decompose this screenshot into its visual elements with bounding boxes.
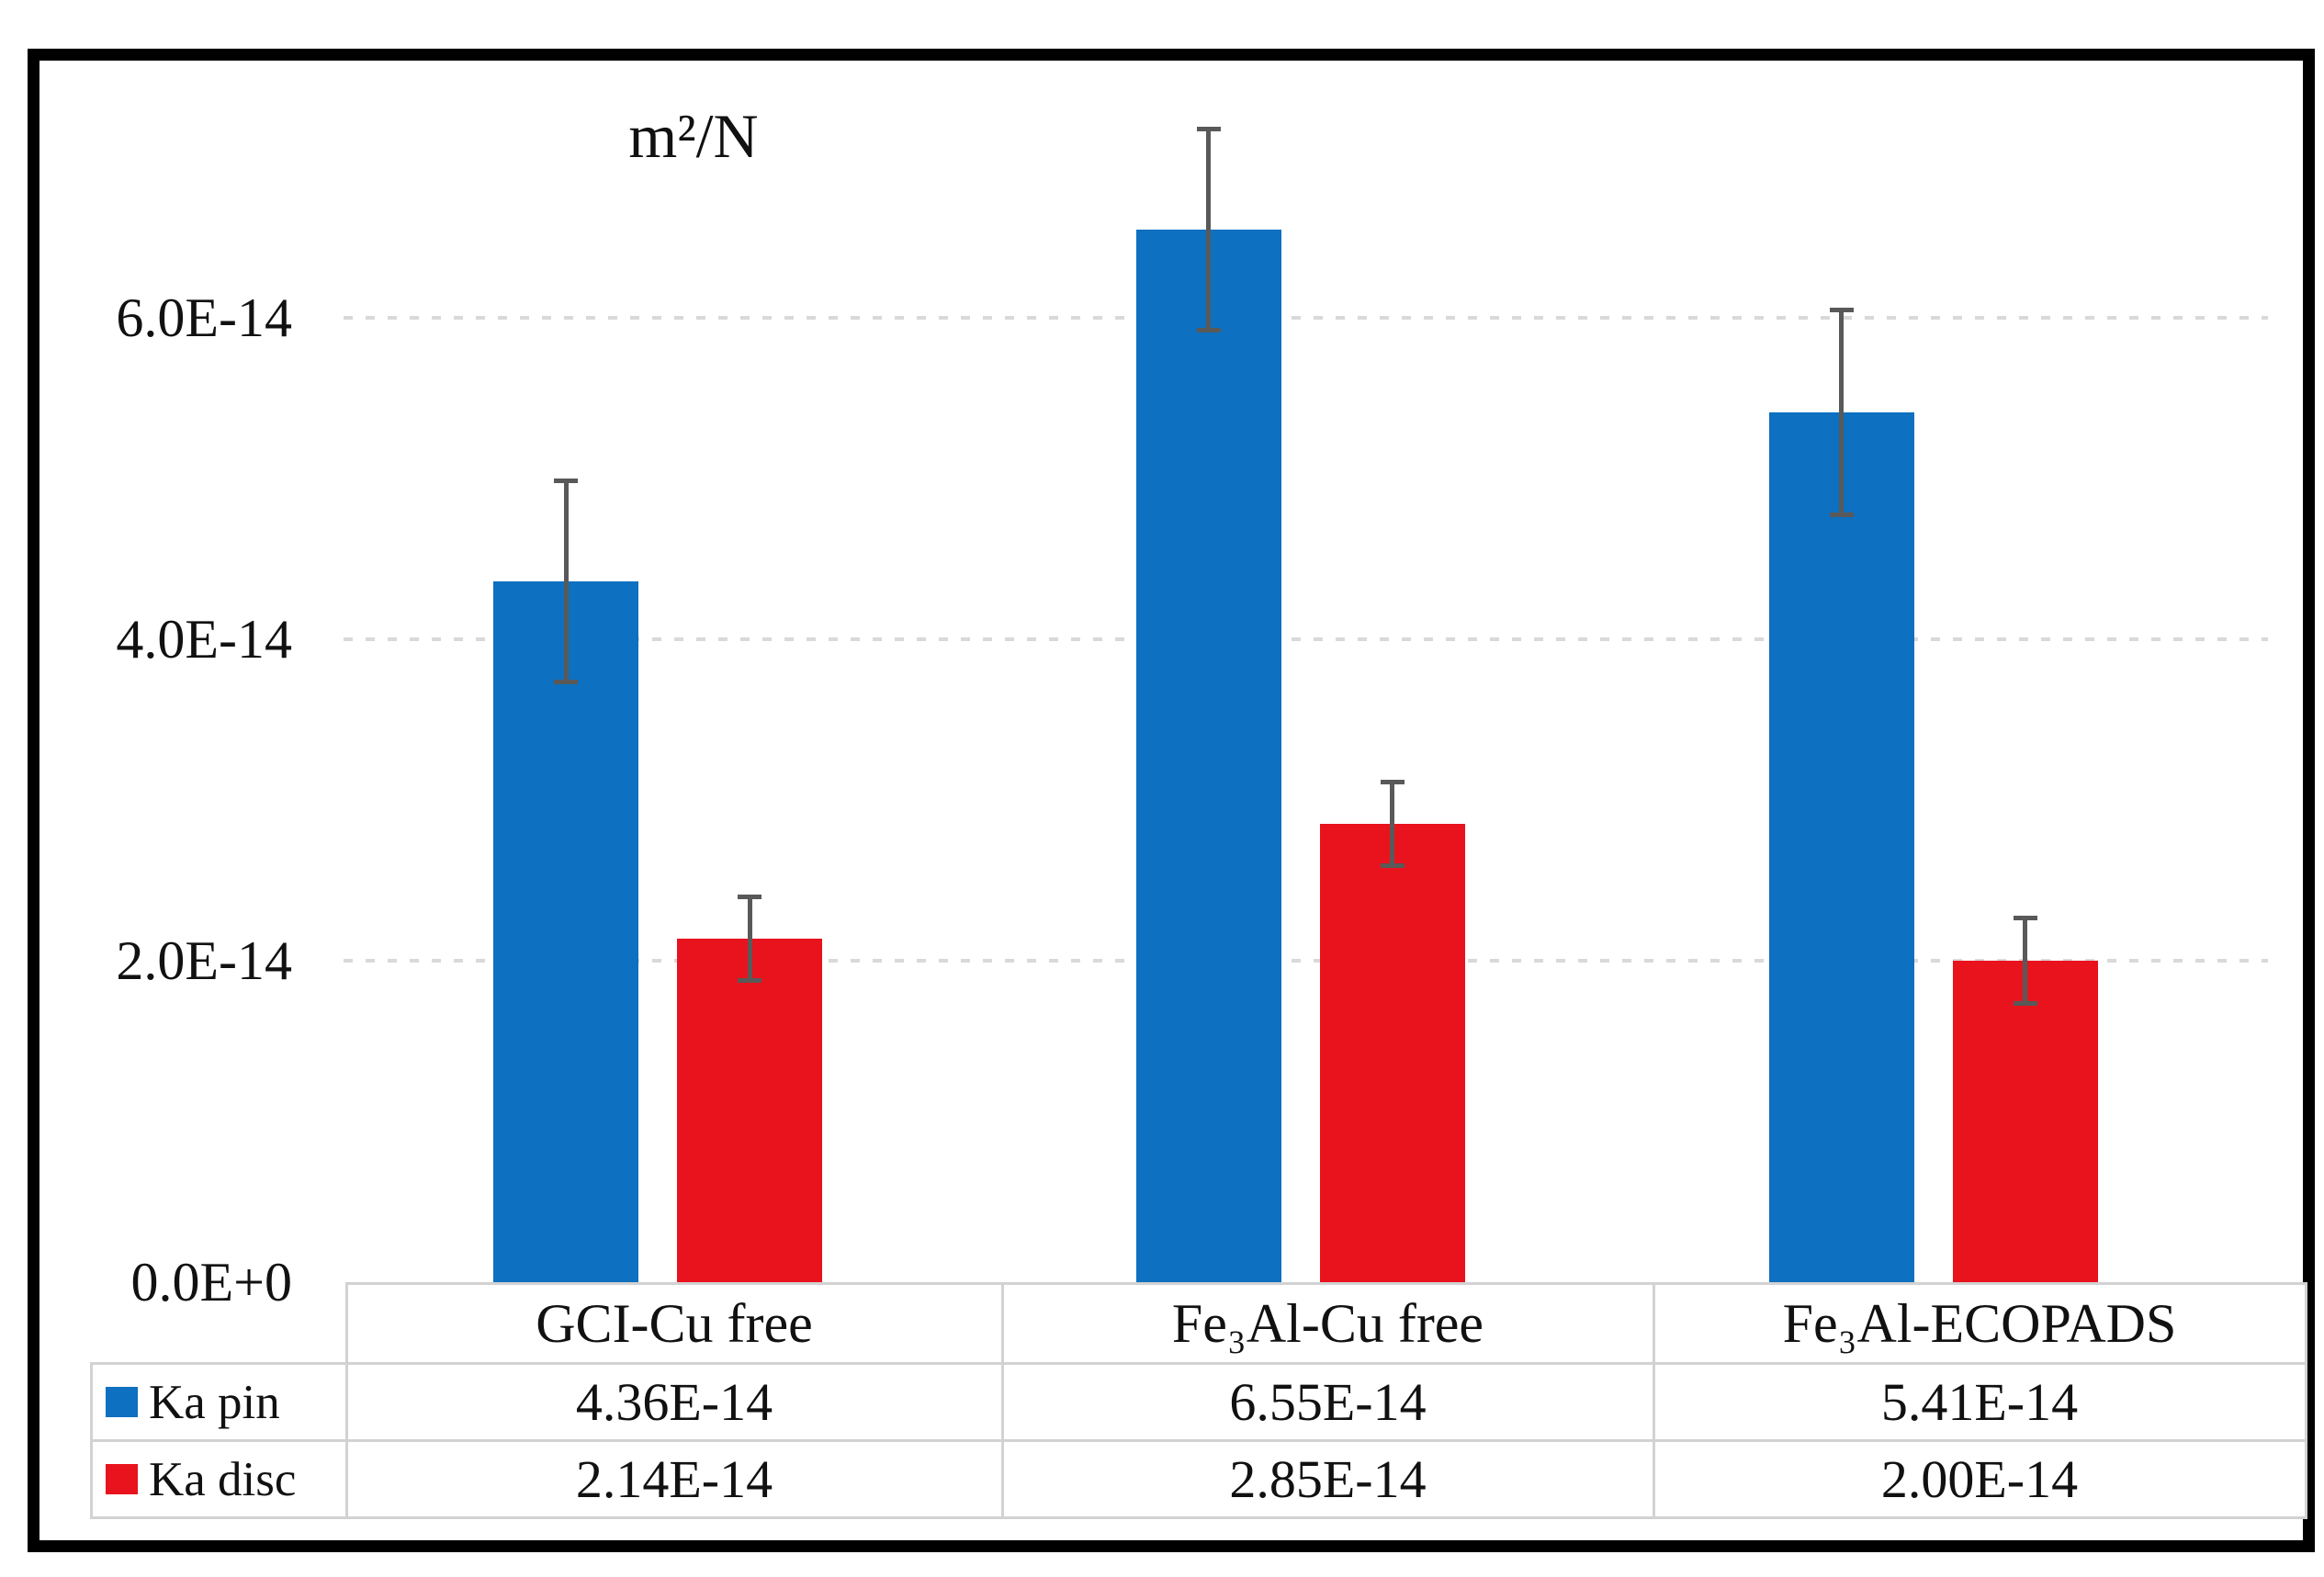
bar-ka-pin-group-3 <box>1768 412 1914 1282</box>
legend-cell-ka-disc: Ka disc <box>90 1439 348 1519</box>
value-ka-disc-fe3al-ecopads: 2.00E-14 <box>1652 1439 2307 1519</box>
gridline-6.0E-14 <box>344 316 2268 320</box>
y-axis-unit-label: m²/N <box>628 101 759 171</box>
legend-swatch-ka-pin <box>106 1387 138 1417</box>
error-bar-cap-top <box>1381 780 1405 784</box>
y-tick-label-0.0E+0: 0.0E+0 <box>130 1252 293 1312</box>
legend-cell-ka-pin: Ka pin <box>90 1362 348 1442</box>
error-bar-cap-bottom <box>738 978 762 983</box>
error-bar-line <box>1206 129 1211 331</box>
error-bar-line <box>1390 782 1394 866</box>
y-tick-label-6.0E-14: 6.0E-14 <box>116 287 292 348</box>
value-ka-pin-fe3al-ecopads: 5.41E-14 <box>1652 1362 2307 1442</box>
value-ka-pin-gci: 4.36E-14 <box>344 1362 1004 1442</box>
bar-ka-disc-group-1 <box>677 939 822 1282</box>
error-bar-cap-top <box>1197 127 1221 131</box>
bar-ka-pin-group-2 <box>1135 230 1281 1282</box>
error-bar-cap-top <box>554 479 578 483</box>
error-bar-cap-top <box>2014 916 2037 920</box>
table-header-row: GCI-Cu free Fe₃Al-Cu free Fe₃Al-ECOPADS <box>92 1282 2307 1365</box>
gridline-4.0E-14 <box>344 637 2268 641</box>
y-tick-label-4.0E-14: 4.0E-14 <box>116 609 292 670</box>
value-ka-pin-fe3al-cu-free: 6.55E-14 <box>1000 1362 1655 1442</box>
table-header-category-1: GCI-Cu free <box>344 1282 1004 1365</box>
table-header-category-3: Fe₃Al-ECOPADS <box>1652 1282 2307 1365</box>
error-bar-cap-bottom <box>554 680 578 684</box>
error-bar-cap-bottom <box>1830 513 1854 517</box>
bar-ka-disc-group-2 <box>1319 824 1465 1282</box>
y-tick-label-2.0E-14: 2.0E-14 <box>116 930 292 991</box>
table-header-category-2: Fe₃Al-Cu free <box>1000 1282 1655 1365</box>
error-bar-line <box>2023 918 2027 1004</box>
legend-label-ka-disc: Ka disc <box>149 1452 297 1506</box>
error-bar-line <box>564 480 569 682</box>
legend-label-ka-pin: Ka pin <box>149 1375 280 1429</box>
bar-ka-pin-group-1 <box>493 581 638 1282</box>
error-bar-line <box>1839 310 1844 515</box>
table-row-ka-pin: Ka pin 4.36E-14 6.55E-14 5.41E-14 <box>90 1362 2307 1442</box>
table-row-ka-disc: Ka disc 2.14E-14 2.85E-14 2.00E-14 <box>90 1439 2307 1519</box>
data-table: GCI-Cu free Fe₃Al-Cu free Fe₃Al-ECOPADS … <box>90 1282 2307 1519</box>
legend-swatch-ka-disc <box>106 1464 138 1494</box>
bar-ka-disc-group-3 <box>1952 961 2098 1282</box>
table-corner-blank <box>92 1284 347 1364</box>
error-bar-cap-bottom <box>1197 328 1221 332</box>
error-bar-line <box>748 896 752 981</box>
error-bar-cap-bottom <box>2014 1001 2037 1006</box>
error-bar-cap-top <box>1830 308 1854 312</box>
value-ka-disc-gci: 2.14E-14 <box>344 1439 1004 1519</box>
value-ka-disc-fe3al-cu-free: 2.85E-14 <box>1000 1439 1655 1519</box>
error-bar-cap-bottom <box>1381 863 1405 868</box>
error-bar-cap-top <box>738 895 762 899</box>
gridline-2.0E-14 <box>344 959 2268 963</box>
